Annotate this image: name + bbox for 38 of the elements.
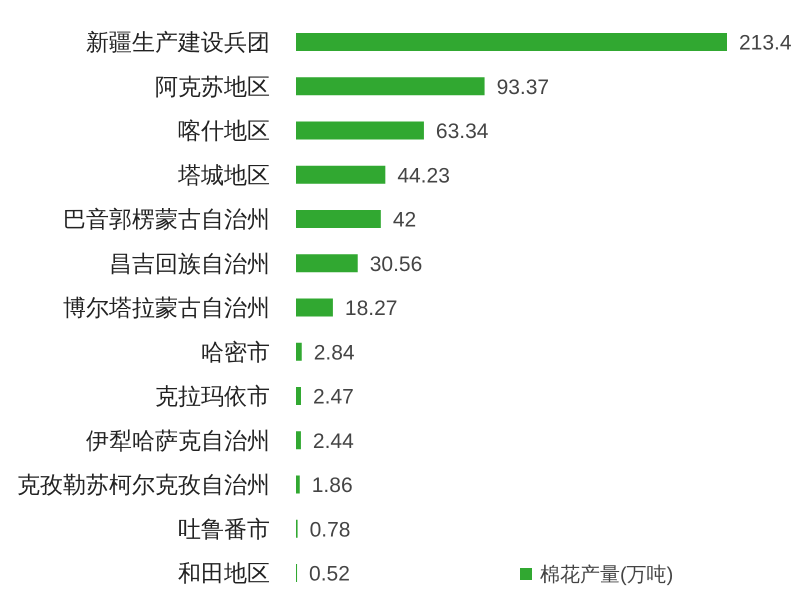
legend-label: 棉花产量(万吨): [540, 564, 674, 586]
y-tick-label: 克拉玛依市: [155, 383, 270, 409]
y-tick-label: 克孜勒苏柯尔克孜自治州: [17, 472, 270, 498]
data-label: 44.23: [397, 164, 450, 188]
data-label: 0.52: [309, 562, 350, 586]
bar: [296, 254, 358, 272]
bar: [296, 342, 302, 361]
y-tick-label: 吐鲁番市: [178, 516, 270, 542]
data-label: 93.37: [496, 76, 550, 99]
bar: [296, 387, 301, 405]
bar: [296, 166, 386, 184]
y-tick-label: 哈密市: [201, 338, 270, 365]
y-tick-label: 阿克苏地区: [155, 73, 270, 100]
bar: [296, 210, 381, 228]
bar: [296, 431, 301, 450]
data-label: 213.4: [739, 32, 792, 54]
data-label: 2.84: [314, 341, 355, 364]
bar: [296, 122, 424, 140]
data-label: 1.86: [312, 474, 353, 497]
bar: [296, 77, 485, 96]
y-tick-label: 喀什地区: [178, 118, 270, 144]
data-label: 30.56: [370, 252, 422, 276]
bar: [296, 33, 727, 51]
y-tick-label: 塔城地区: [177, 162, 270, 188]
bar: [296, 476, 300, 494]
data-label: 2.47: [312, 386, 354, 408]
data-label: 0.78: [310, 518, 350, 542]
y-tick-label: 博尔塔拉蒙古自治州: [63, 294, 270, 320]
bar: [296, 298, 333, 316]
y-tick-label: 伊犁哈萨克自治州: [86, 427, 270, 454]
data-label: 42: [392, 208, 416, 232]
y-tick-label: 新疆生产建设兵团: [86, 29, 270, 55]
y-tick-label: 昌吉回族自治州: [109, 250, 270, 276]
data-label: 63.34: [436, 120, 489, 143]
y-tick-label: 巴音郭楞蒙古自治州: [63, 206, 270, 232]
y-tick-label: 和田地区: [178, 560, 270, 586]
data-label: 2.44: [312, 430, 354, 453]
data-label: 18.27: [344, 297, 398, 320]
